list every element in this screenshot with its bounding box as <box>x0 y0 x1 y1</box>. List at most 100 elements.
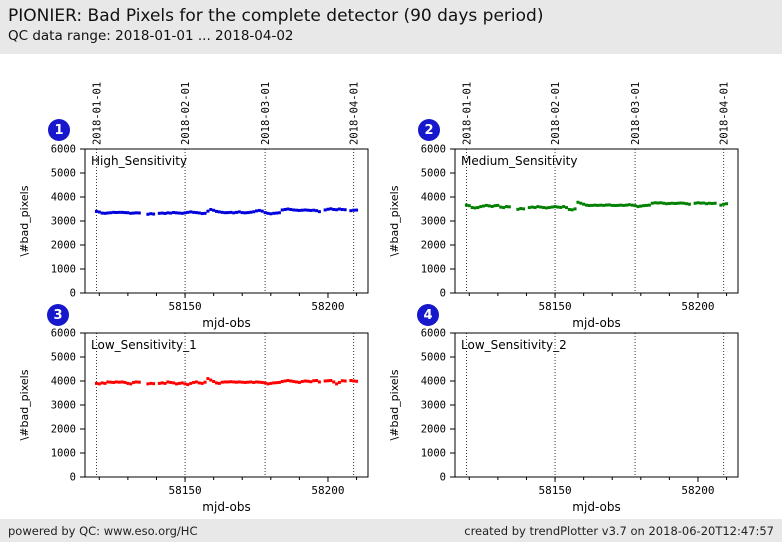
data-point <box>685 202 689 206</box>
data-point <box>257 208 261 212</box>
data-point <box>306 379 310 383</box>
data-point <box>103 211 107 215</box>
data-point <box>94 209 98 213</box>
data-point <box>120 380 124 384</box>
data-point <box>277 380 281 384</box>
data-point <box>616 203 620 207</box>
data-point <box>625 203 629 207</box>
data-point <box>186 210 190 214</box>
y-tick-label: 5000 <box>421 352 446 364</box>
data-point <box>326 379 330 383</box>
data-point <box>277 211 281 215</box>
data-point <box>192 380 196 384</box>
data-point <box>152 212 156 216</box>
data-point <box>252 380 256 384</box>
data-point <box>217 210 221 214</box>
data-point <box>309 380 313 384</box>
data-point <box>235 380 239 384</box>
plot-3-badge[interactable]: 3 <box>47 304 69 326</box>
plot-1-badge[interactable]: 1 <box>48 119 70 141</box>
data-point <box>527 206 531 210</box>
date-tick-label: 2018-01-01 <box>461 82 473 145</box>
data-point <box>280 379 284 383</box>
data-point <box>687 202 691 206</box>
data-point <box>473 206 477 210</box>
data-point <box>530 205 534 209</box>
data-point <box>194 211 198 215</box>
x-axis-label: mjd-obs <box>202 316 250 330</box>
data-point <box>200 212 204 216</box>
data-point <box>650 201 654 205</box>
y-tick-label: 2000 <box>51 240 76 252</box>
data-points <box>94 377 359 387</box>
data-point <box>220 380 224 384</box>
qc-data-range: QC data range: 2018-01-01 ... 2018-04-02 <box>8 28 294 44</box>
data-point <box>312 379 316 383</box>
data-point <box>163 381 167 385</box>
data-point <box>303 379 307 383</box>
data-point <box>487 204 491 208</box>
data-point <box>283 379 287 383</box>
y-tick-label: 2000 <box>421 424 446 436</box>
data-point <box>705 202 709 206</box>
data-point <box>349 379 353 383</box>
data-point <box>243 211 247 215</box>
x-tick-label: 58150 <box>168 300 201 313</box>
data-point <box>607 203 611 207</box>
data-point <box>317 210 321 214</box>
data-point <box>226 380 230 384</box>
data-point <box>114 210 118 214</box>
y-tick-label: 0 <box>440 472 446 484</box>
y-tick-label: 4000 <box>51 192 76 204</box>
data-point <box>613 204 617 208</box>
x-axis-label: mjd-obs <box>572 316 620 330</box>
data-point <box>306 208 310 212</box>
data-point <box>272 381 276 385</box>
series-label: Medium_Sensitivity <box>461 154 577 168</box>
data-point <box>323 208 327 212</box>
data-point <box>206 377 210 381</box>
y-tick-label: 4000 <box>51 376 76 388</box>
data-point <box>340 207 344 211</box>
data-point <box>146 382 150 386</box>
data-point <box>713 201 717 205</box>
data-point <box>232 380 236 384</box>
data-point <box>482 204 486 208</box>
data-point <box>722 202 726 206</box>
data-point <box>332 380 336 384</box>
data-point <box>97 382 101 386</box>
data-point <box>252 210 256 214</box>
y-tick-label: 6000 <box>51 328 76 340</box>
data-point <box>562 205 566 209</box>
data-point <box>484 203 488 207</box>
y-tick-label: 3000 <box>51 400 76 412</box>
y-tick-label: 1000 <box>421 448 446 460</box>
y-tick-label: 0 <box>440 288 446 300</box>
data-point <box>670 201 674 205</box>
data-point <box>275 211 279 215</box>
x-tick-label: 58200 <box>681 484 714 497</box>
data-point <box>112 210 116 214</box>
data-point <box>183 382 187 386</box>
data-point <box>117 380 121 384</box>
data-point <box>194 380 198 384</box>
data-point <box>166 211 170 215</box>
data-point <box>544 206 548 210</box>
data-point <box>710 201 714 205</box>
data-point <box>317 380 321 384</box>
plot-4-badge[interactable]: 4 <box>417 304 439 326</box>
series-label: High_Sensitivity <box>91 154 187 168</box>
data-point <box>243 380 247 384</box>
y-tick-label: 4000 <box>421 376 446 388</box>
subplot-1: 2018-01-01 2018-02-01 2018-03-01 2018-04-01… <box>18 82 369 330</box>
data-point <box>355 208 359 212</box>
data-point <box>260 209 264 213</box>
data-point <box>693 201 697 205</box>
header: PIONIER: Bad Pixels for the complete det… <box>0 0 782 54</box>
data-point <box>539 205 543 209</box>
data-point <box>659 201 663 205</box>
y-tick-label: 5000 <box>421 168 446 180</box>
x-axis-label: mjd-obs <box>202 500 250 514</box>
data-point <box>183 211 187 215</box>
plot-2-badge[interactable]: 2 <box>418 119 440 141</box>
